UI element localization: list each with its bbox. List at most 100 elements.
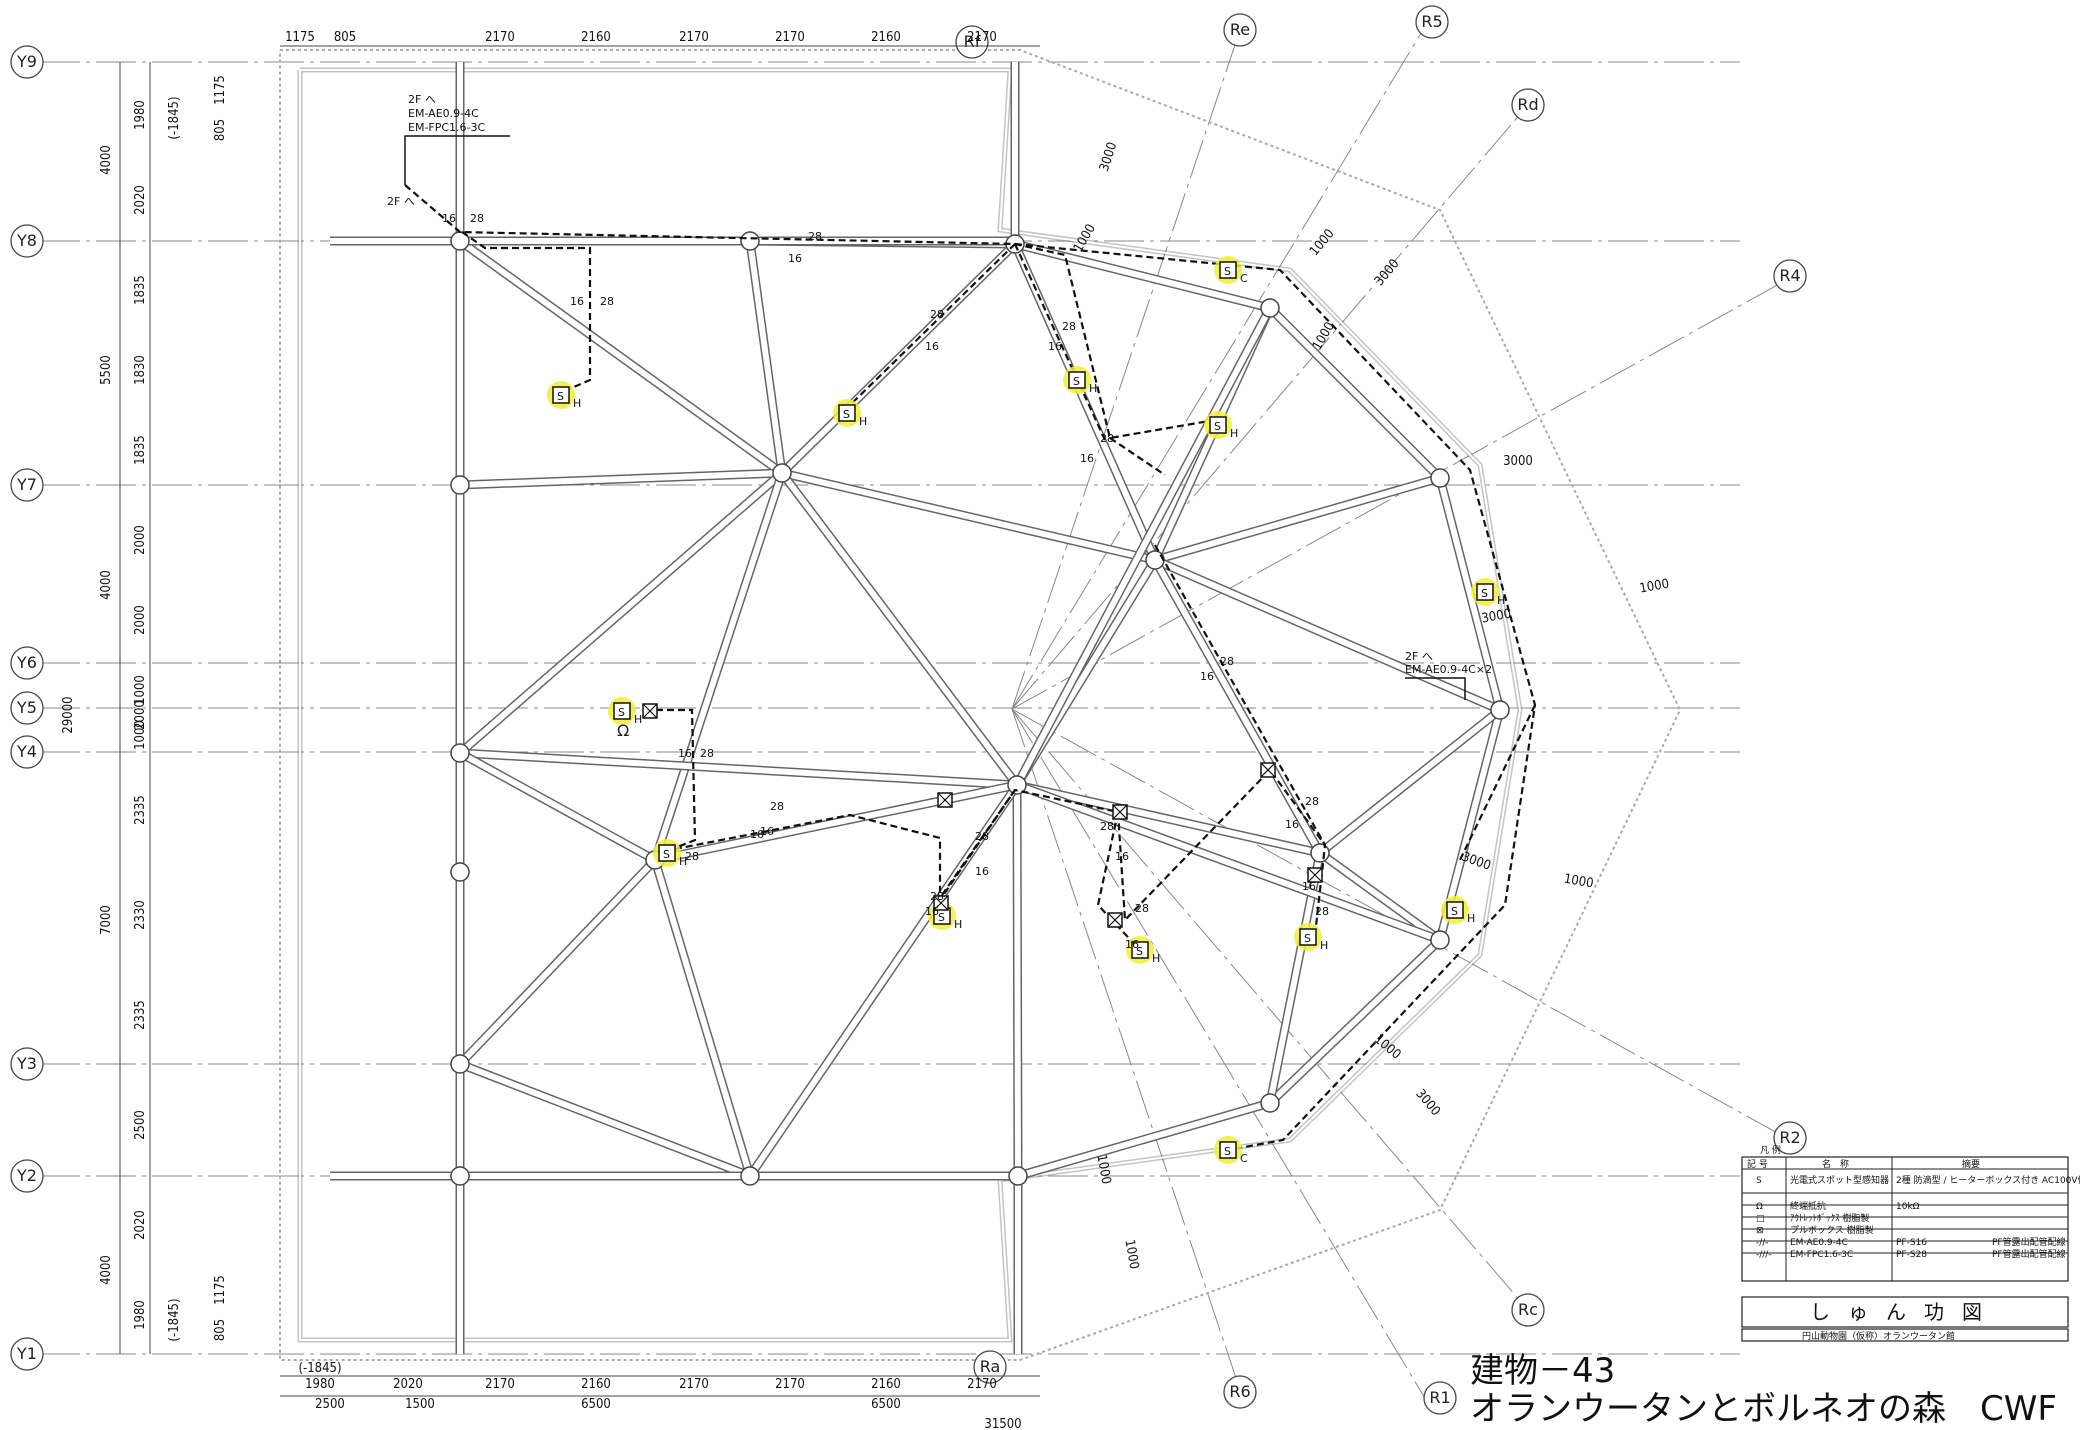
beam-inner [457, 238, 785, 476]
dim-bottom-1: 2170 [485, 1377, 515, 1392]
dim-left-outer: 4000 [99, 570, 114, 600]
detector-symbol-s: S [663, 848, 670, 861]
dim-left-inner: 1980 [133, 100, 148, 130]
pipe-size-label: 28 [930, 890, 944, 903]
dim-radial: 1000 [1563, 872, 1595, 892]
dim-radial: 3000 [1372, 257, 1403, 289]
grid-bubble [10, 735, 44, 769]
beam-inner [1012, 241, 1158, 563]
grid-label-y: Y2 [16, 1166, 37, 1185]
pull-box-cross [1307, 867, 1323, 883]
grid-bubble [10, 691, 44, 725]
dim-left-inner: 1835 [133, 275, 148, 305]
dim-top: 1175 [285, 30, 315, 45]
dim-left-inner: 1830 [133, 355, 148, 385]
dim-bottom-1: 2160 [581, 1377, 611, 1392]
smoke-detector-icon [1068, 371, 1086, 389]
legend-note: PF-S28 [1896, 1250, 1927, 1260]
detector-symbol-s: S [557, 390, 564, 403]
dim-bottom-1: 2170 [967, 1377, 997, 1392]
beam-inner [747, 238, 785, 476]
dim-radial: 3000 [1503, 454, 1533, 469]
detector-suffix: H [1152, 952, 1160, 965]
grid-bubble [10, 1337, 44, 1371]
smoke-detector-icon [613, 702, 631, 720]
legend-name: 光電式スポット型感知器 [1790, 1174, 1889, 1186]
detector-suffix: H [1089, 382, 1097, 395]
legend-note2: PF管露出配管配線 [1992, 1236, 2066, 1248]
dim-bottom-1: 2170 [679, 1377, 709, 1392]
note-upstairs_1: 2F へ [408, 93, 436, 106]
pipe-size-label: 16 [1080, 452, 1094, 465]
level-mark: 805 [213, 119, 228, 141]
smoke-detector-icon [1209, 416, 1227, 434]
dim-bottom-2: 6500 [871, 1397, 901, 1412]
beam-inner [1317, 850, 1443, 943]
grid-label-r: R6 [1229, 1382, 1250, 1401]
dim-bottom-2: 1500 [405, 1397, 435, 1412]
dim-bottom-2: 2500 [315, 1397, 345, 1412]
grid-bubble [1773, 1121, 1807, 1155]
grid-label-r: Rd [1517, 95, 1538, 114]
pipe-size-label: 28 [685, 850, 699, 863]
dim-radial: 1000 [1307, 227, 1338, 259]
grid-label-y: Y5 [16, 698, 37, 717]
note-cable_1: EM-AE0.9-4C [408, 107, 479, 120]
grid-label-y: Y4 [16, 742, 37, 761]
pipe-size-label: 28 [600, 295, 614, 308]
dim-radial: 1000 [1093, 1153, 1113, 1185]
node-circle [450, 862, 470, 882]
beam-inner [1014, 782, 1443, 943]
smoke-detector-icon [658, 844, 676, 862]
dim-radial: 3000 [1480, 607, 1512, 627]
pipe-size-label: 16 [1200, 670, 1214, 683]
detector-symbol-s: S [1214, 420, 1221, 433]
beam-inner [652, 857, 753, 1179]
grid-label-r: Re [1230, 20, 1250, 39]
beam-inner [652, 782, 1020, 863]
pipe-size-label: 16 [1048, 340, 1062, 353]
pull-box-cross [1112, 804, 1128, 820]
grid-label-y: Y8 [16, 231, 37, 250]
beam-inner [457, 470, 785, 488]
pipe-size-label: 16 [925, 340, 939, 353]
beam-inner [457, 1061, 753, 1179]
grid-bubble [1423, 1381, 1457, 1415]
pipe-size-label: 16 [678, 747, 692, 760]
pull-box-cross [642, 703, 658, 719]
dim-left-outer: 4000 [99, 145, 114, 175]
level-mark: 1175 [213, 75, 228, 105]
legend-col-name: 名 称 [1822, 1158, 1849, 1170]
detector-suffix: H [1230, 427, 1238, 440]
beam-inner [1012, 241, 1273, 311]
node-circle [772, 463, 792, 483]
detector-symbol-s: S [1073, 375, 1080, 388]
dim-left-inner: 1980 [133, 1300, 148, 1330]
legend-table: 凡 例 記 号 名 称 摘要 S 光電式スポット型感知器 2種 防滴型 / ヒーター… [1741, 1144, 2080, 1342]
pull-box-cross [937, 792, 953, 808]
dim-radial: 1000 [1638, 577, 1670, 597]
dim-left-outer: 4000 [99, 1255, 114, 1285]
legend-name: EM-AE0.9-4C [1790, 1238, 1848, 1248]
pipe-size-label: 28 [1220, 655, 1234, 668]
dim-top: 2170 [679, 30, 709, 45]
as-built-stamp: しゅん功図 [1810, 1300, 2000, 1324]
legend-symbol: ⊠ [1756, 1226, 1764, 1236]
dim-left-inner: 1835 [133, 435, 148, 465]
pipe-size-label: 28 [770, 800, 784, 813]
dim-left-inner: 2335 [133, 795, 148, 825]
grid-label-y: Y1 [16, 1344, 37, 1363]
beam-inner [1317, 707, 1503, 856]
building-title-line2: オランウータンとボルネオの森 CWF [1470, 1389, 2057, 1429]
note-cable_2: EM-FPC1.6-3C [408, 121, 486, 134]
building-title-line1: 建物－43 [1470, 1351, 1616, 1391]
pipe-size-label: 28 [1100, 820, 1114, 833]
beam-inner [1014, 782, 1021, 1179]
dim-top: 2170 [485, 30, 515, 45]
pipe-size-label: 28 [975, 830, 989, 843]
dim-bottom-2: 6500 [581, 1397, 611, 1412]
pipe-size-label: 16 [975, 865, 989, 878]
node-circle [740, 231, 760, 251]
terminator-icon: Ω [617, 721, 629, 740]
